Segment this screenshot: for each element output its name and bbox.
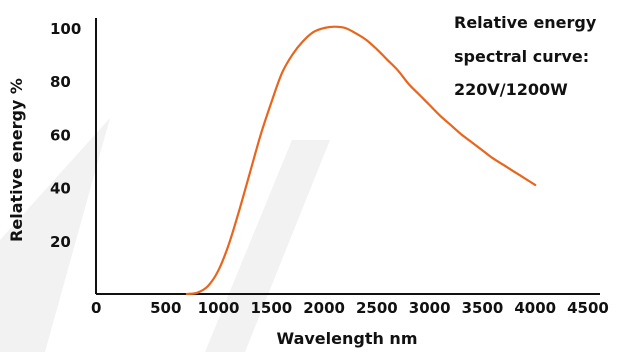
- annotation-line-1: Relative energy: [454, 13, 597, 32]
- x-tick-label: 0: [91, 299, 101, 317]
- x-axis-label: Wavelength nm: [276, 329, 417, 348]
- x-tick-label: 4500: [567, 299, 609, 317]
- x-tick-label: 500: [150, 299, 181, 317]
- x-tick-label: 4000: [514, 299, 556, 317]
- y-tick-label: 20: [50, 233, 71, 251]
- y-tick-labels: 20 40 60 80 100: [50, 20, 81, 251]
- series-layer: [185, 25, 537, 296]
- x-tick-label: 2000: [303, 299, 345, 317]
- x-tick-label: 2500: [356, 299, 398, 317]
- y-tick-label: 100: [50, 20, 81, 38]
- y-tick-label: 80: [50, 73, 71, 91]
- watermark-shape-left: [0, 118, 110, 352]
- annotation-line-3: 220V/1200W: [454, 80, 568, 99]
- watermark-shape-center: [205, 140, 330, 352]
- series-line: [185, 25, 537, 296]
- annotation-line-2: spectral curve:: [454, 47, 589, 66]
- x-tick-label: 3500: [462, 299, 504, 317]
- y-axis-label: Relative energy %: [7, 78, 26, 242]
- x-tick-label: 3000: [409, 299, 451, 317]
- y-tick-label: 40: [50, 180, 71, 198]
- x-tick-labels: 0 500 1000 1500 2000 2500 3000 3500 4000 4500: [91, 299, 609, 317]
- y-tick-label: 60: [50, 126, 71, 144]
- x-tick-label: 1500: [250, 299, 292, 317]
- x-tick-label: 1000: [198, 299, 240, 317]
